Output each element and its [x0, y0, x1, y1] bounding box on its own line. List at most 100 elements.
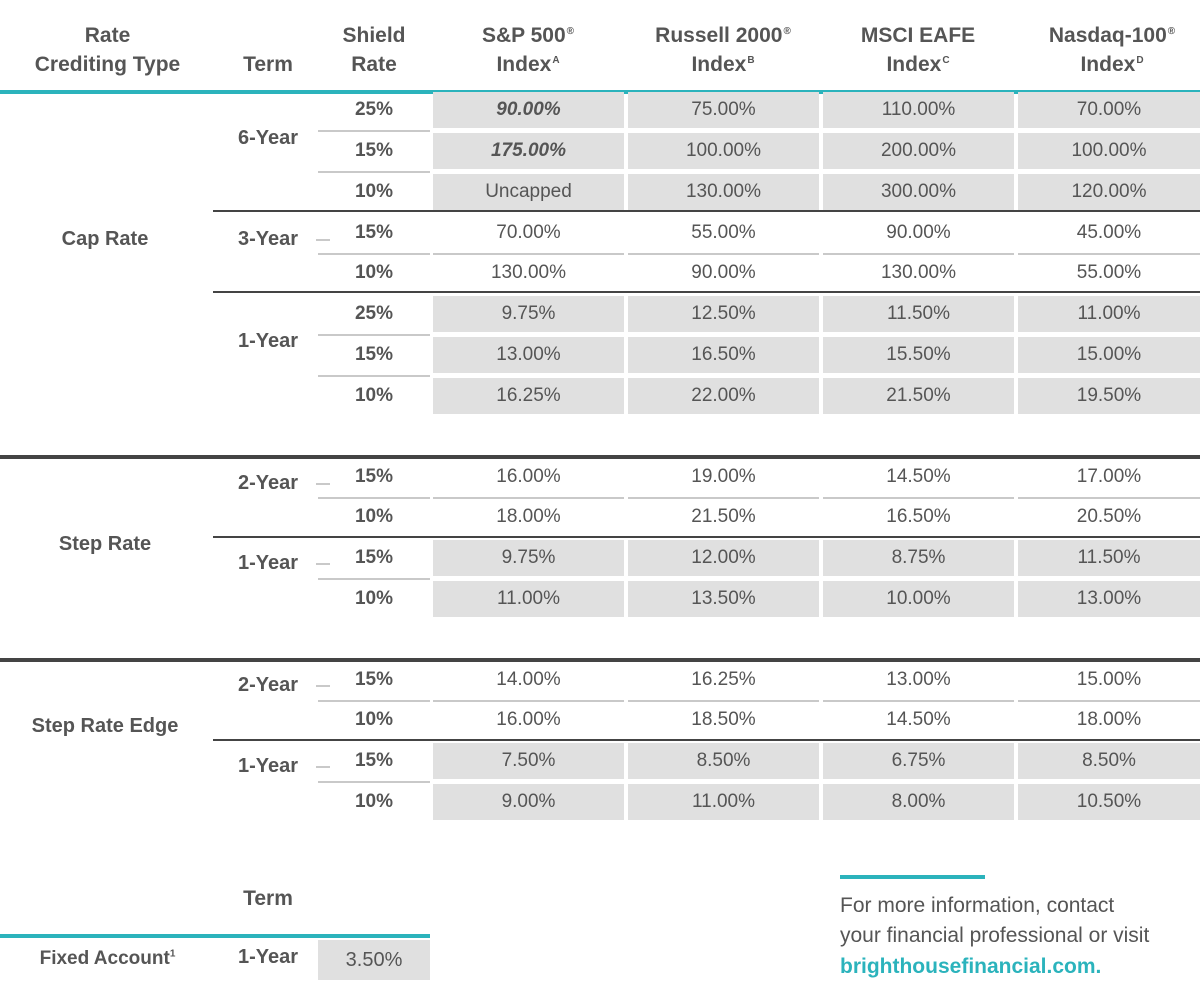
fixed-account-label: Fixed Account1 [0, 948, 215, 970]
rate-cell: 200.00% [823, 133, 1014, 169]
term-label: 2-Year [237, 674, 299, 696]
cell-row-divider [628, 497, 819, 499]
rate-cell: 16.25% [691, 669, 756, 690]
shield-row-divider [318, 497, 430, 499]
group-label-step-rate-edge: Step Rate Edge [31, 715, 179, 737]
header-index-2: MSCI EAFE IndexC [823, 18, 1013, 82]
term-divider [213, 739, 1200, 741]
rate-cell: 20.50% [1076, 506, 1142, 527]
rate-cell: 15.00% [1076, 669, 1142, 690]
cell-row-divider [628, 253, 819, 255]
shield-rate-label: 10% [354, 181, 394, 202]
rate-cell: 70.00% [1018, 92, 1200, 128]
shield-rate-label: 15% [354, 140, 394, 161]
shield-row-divider [318, 253, 430, 255]
rate-cell: 55.00% [1076, 262, 1142, 283]
header-index-name: MSCI EAFE [861, 21, 975, 50]
header-shield-rate: Shield Rate [318, 18, 430, 82]
header-index-name: S&P 500® [482, 21, 574, 50]
term-label: 1-Year [237, 755, 299, 777]
term-label: 2-Year [237, 472, 299, 494]
rate-cell: 16.00% [496, 466, 561, 487]
rate-cell: 100.00% [1018, 133, 1200, 169]
rate-cell: 13.00% [1018, 581, 1200, 617]
shield-row-divider [318, 334, 430, 336]
header-shield-rate-line2: Rate [351, 53, 397, 76]
rate-cell: 13.00% [433, 337, 624, 373]
header-index-name: Russell 2000® [655, 21, 791, 50]
term-divider [213, 291, 1200, 293]
term-connector [316, 239, 330, 241]
rate-cell: 12.50% [628, 296, 819, 332]
shield-rate-label: 15% [354, 466, 394, 487]
registered-mark: ® [566, 26, 575, 37]
term-connector [316, 766, 330, 768]
rate-cell: 11.50% [1018, 540, 1200, 576]
rate-cell: 6.75% [823, 743, 1014, 779]
rate-cell: 100.00% [628, 133, 819, 169]
cell-row-divider [433, 700, 624, 702]
header-index-line2: IndexB [691, 50, 754, 79]
header-term: Term [213, 18, 323, 82]
rate-cell: 17.00% [1076, 466, 1142, 487]
header-index-3: Nasdaq-100® IndexD [1017, 18, 1200, 82]
header-index-line2: IndexD [1080, 50, 1143, 79]
term-connector [316, 685, 330, 687]
fixed-account-term: 1-Year [237, 946, 299, 968]
rate-cell: 130.00% [628, 174, 819, 210]
rate-cell: 130.00% [880, 262, 956, 283]
shield-row-divider [318, 578, 430, 580]
group-label-step-rate: Step Rate [58, 533, 152, 555]
contact-website-link[interactable]: brighthousefinancial.com. [840, 955, 1102, 978]
rate-cell: 16.25% [433, 378, 624, 414]
shield-rate-label: 10% [354, 791, 394, 812]
shield-rate-label: 15% [354, 669, 394, 690]
rate-cell: 9.75% [433, 540, 624, 576]
rate-cell: 14.50% [886, 466, 951, 487]
group-label-cap-rate: Cap Rate [61, 228, 149, 250]
rate-cell: 8.75% [823, 540, 1014, 576]
rate-cell: 16.50% [628, 337, 819, 373]
shield-row-divider [318, 375, 430, 377]
rate-cell: 90.00% [886, 222, 951, 243]
term-connector [316, 483, 330, 485]
rate-cell: 120.00% [1018, 174, 1200, 210]
shield-rate-label: 25% [354, 303, 394, 324]
shield-rate-label: 10% [354, 385, 394, 406]
header-index-footnote: B [747, 55, 755, 66]
registered-mark: ® [783, 26, 791, 37]
cell-row-divider [433, 497, 624, 499]
fixed-account-label-text: Fixed Account [39, 948, 170, 969]
header-index-0: S&P 500® IndexA [433, 18, 623, 82]
rate-cell: 9.75% [433, 296, 624, 332]
term-divider [213, 210, 1200, 212]
header-term-label: Term [243, 53, 293, 76]
contact-line-2: your financial professional or visit [840, 924, 1150, 947]
contact-accent-rule [840, 875, 985, 879]
rate-cell: 11.00% [1018, 296, 1200, 332]
rate-cell: 16.00% [496, 709, 561, 730]
rate-cell: 55.00% [691, 222, 756, 243]
rate-cell: 8.50% [628, 743, 819, 779]
term-connector [316, 563, 330, 565]
rate-cell: 10.00% [823, 581, 1014, 617]
rate-cell: 11.50% [823, 296, 1014, 332]
term-label: 6-Year [237, 127, 299, 149]
rate-cell: 9.00% [433, 784, 624, 820]
shield-rate-label: 15% [354, 547, 394, 568]
rate-cell: 90.00% [691, 262, 756, 283]
header-index-word: Index [691, 53, 747, 76]
cell-row-divider [823, 700, 1014, 702]
header-index-footnote: C [942, 55, 950, 66]
shield-row-divider [318, 781, 430, 783]
cell-row-divider [433, 253, 624, 255]
rate-cell: 8.00% [823, 784, 1014, 820]
cell-row-divider [1018, 497, 1200, 499]
rate-cell: 11.00% [628, 784, 819, 820]
shield-rate-label: 10% [354, 588, 394, 609]
header-index-footnote: D [1136, 55, 1144, 66]
header-rate-crediting-type-line2: Crediting Type [34, 53, 181, 76]
term-divider [213, 536, 1200, 538]
header-rate-crediting-type-line1: Rate [84, 24, 131, 47]
header-rate-crediting-type: Rate Crediting Type [0, 18, 215, 82]
